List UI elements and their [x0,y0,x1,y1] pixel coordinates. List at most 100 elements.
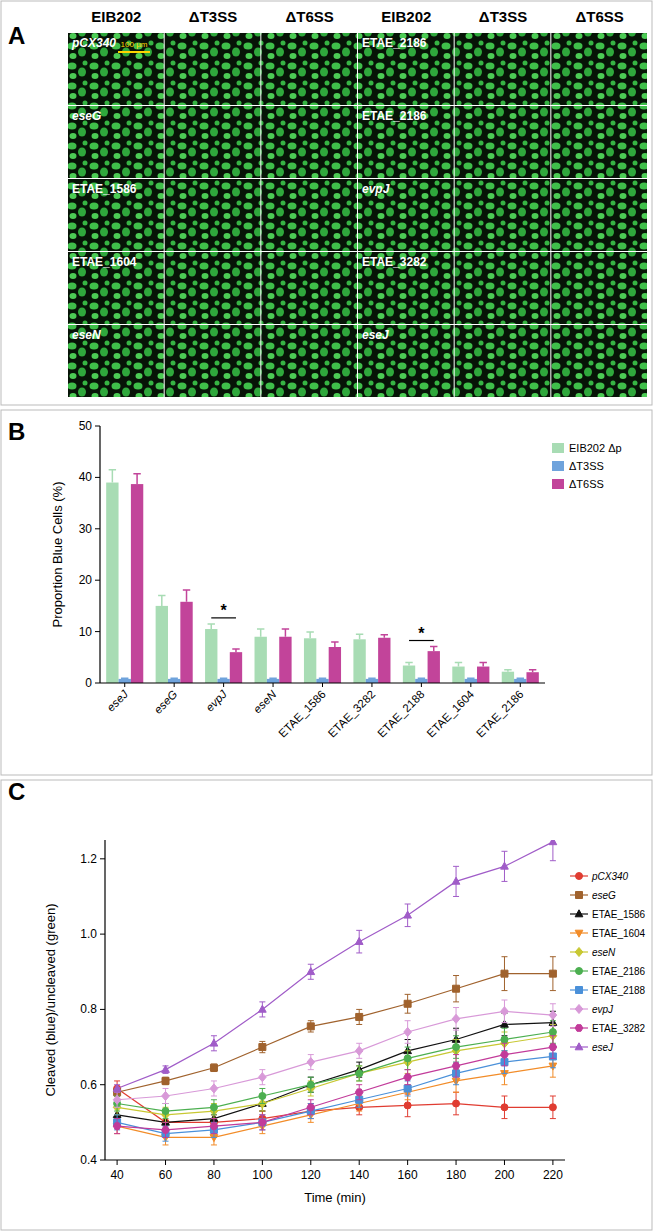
y-tick-label: 20 [79,573,93,587]
micrograph [358,179,454,251]
error-bar [356,1066,362,1081]
marker [162,1108,169,1115]
x-tick [124,683,125,687]
error-bar [550,1036,556,1059]
micrograph [165,252,261,324]
column-header: EIB202 [91,8,141,25]
column-header: EIB202 [381,8,431,25]
row-label: ETAE_1604 [72,255,137,269]
row-label: eseN [72,328,101,342]
x-tick-label: eseG [152,688,180,716]
legend-marker [575,1025,583,1032]
error-bar [356,1009,362,1024]
y-tick-label: 40 [79,470,93,484]
error-bar [211,1100,217,1115]
y-axis [104,840,105,1160]
bar [217,679,229,683]
y-tick [100,1009,105,1010]
error-bar [259,1002,265,1017]
x-tick [174,683,175,687]
micrograph [165,106,261,178]
micrograph [68,179,164,251]
micrograph [551,179,647,251]
error-bar [308,1104,314,1119]
micrograph [165,325,261,397]
error-bar [211,1064,217,1072]
legend-label: eseJ [592,1042,614,1053]
x-tick [421,683,422,687]
bar [415,679,427,683]
x-tick-label: 140 [349,1168,369,1182]
marker [259,1005,267,1012]
marker [113,1084,121,1091]
error-bar [455,662,462,666]
error-bar [114,1085,120,1093]
micrograph [455,179,551,251]
x-tick [504,1160,505,1165]
marker [162,1065,170,1072]
error-bar [430,647,437,652]
bar [477,667,489,683]
panel-label: B [8,418,25,445]
error-bar [163,1107,169,1122]
marker [549,970,556,977]
figure: AEIB202ΔT3SSΔT6SSEIB202ΔT3SSΔT6SSpCX340e… [0,0,653,1232]
x-axis [105,1159,565,1160]
micrograph [358,325,454,397]
marker [210,1104,217,1111]
error-bar [114,1092,120,1107]
micrograph [455,252,551,324]
y-tick [95,580,100,581]
marker [501,1007,509,1016]
legend-label: ETAE_2188 [592,985,646,996]
micrograph [261,33,357,105]
column-header: ΔT3SS [189,8,237,25]
error-bar [453,866,459,896]
error-bar [163,1104,169,1119]
error-bar [331,642,338,647]
marker [210,1039,218,1046]
marker [404,1055,411,1062]
bar [329,647,341,683]
scale-bar [118,51,150,53]
series-line [117,974,553,1093]
x-axis-label: Time (min) [304,1190,366,1205]
legend-marker [575,930,583,937]
bar [279,637,291,683]
x-tick-label: ETAE_1586 [276,688,328,740]
series-line [117,1023,553,1123]
error-bar [163,1066,169,1074]
error-bar [453,976,459,1002]
x-tick-label: 60 [159,1168,173,1182]
legend-label: ETAE_3282 [592,1023,646,1034]
bar [180,602,192,683]
x-tick-label: eseN [251,687,279,715]
bar [304,638,316,683]
micrograph [261,179,357,251]
legend-marker [576,892,583,899]
y-tick-label: 10 [79,625,93,639]
x-tick [117,1160,118,1165]
legend-label: ETAE_1604 [592,928,646,939]
y-tick [95,477,100,478]
y-tick [95,683,100,684]
marker [404,1000,411,1007]
error-bar [282,629,289,637]
marker [501,1104,508,1111]
error-bar [259,1111,265,1126]
x-tick-label: 80 [207,1168,221,1182]
legend-marker [575,1043,583,1050]
error-bar [418,678,425,680]
marker [210,1084,218,1093]
error-bar [308,1104,314,1119]
legend-label: EIB202 Δp [569,442,622,454]
error-bar [501,1000,507,1023]
error-bar [269,678,276,680]
row-label: ETAE_2186 [362,36,427,50]
marker [452,1014,460,1023]
micrograph [165,179,261,251]
y-axis-label: Cleaved (blue)/uncleaved (green) [43,904,58,1097]
error-bar [163,1077,169,1085]
marker [404,1074,412,1081]
error-bar [356,1062,362,1077]
